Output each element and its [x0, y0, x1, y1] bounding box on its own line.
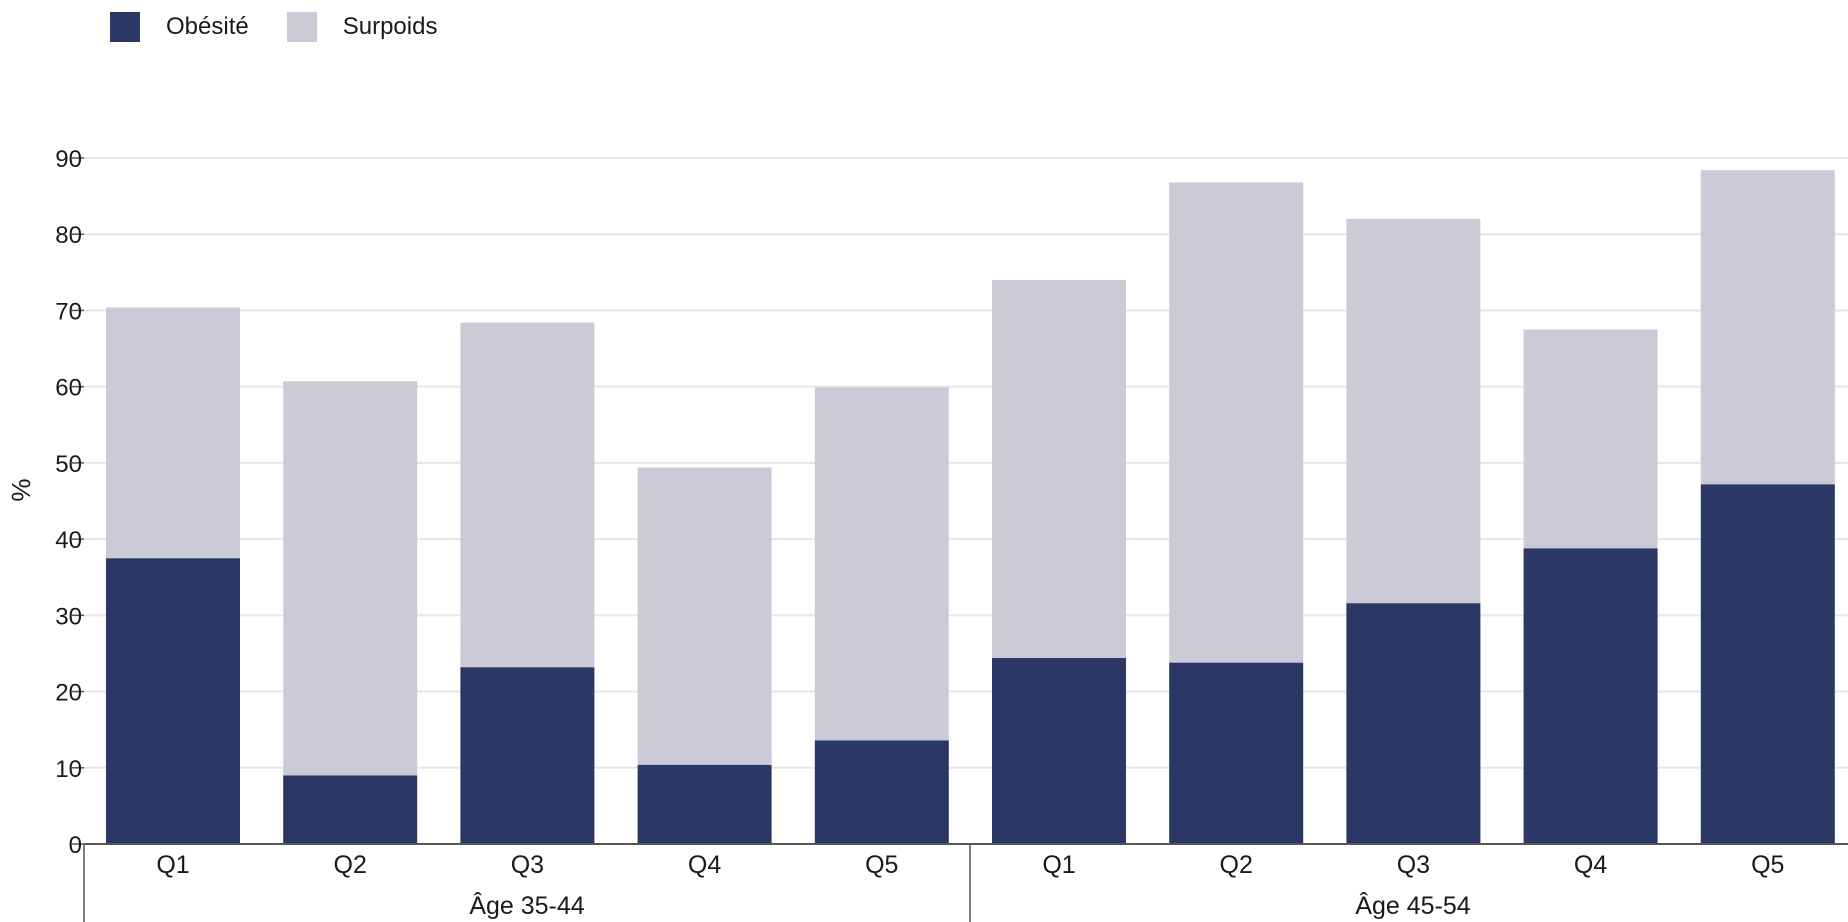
y-tick-label: 70	[55, 298, 82, 325]
bar-surpoids[interactable]	[1700, 170, 1835, 485]
x-tick-label: Q4	[1574, 851, 1607, 879]
bar-obesite[interactable]	[992, 658, 1126, 844]
x-group-label: Âge 35-44	[469, 891, 584, 920]
bar-surpoids[interactable]	[814, 387, 949, 741]
y-tick-label: 10	[55, 756, 82, 783]
x-axis: Q1 Q2 Q3 Q4 Q5 Âge 35-44 Q1 Q2 Q3 Q4 Q5 Âge 45-54	[83, 843, 1848, 922]
y-tick-label: 20	[55, 680, 82, 707]
x-tick-label: Q5	[1751, 851, 1784, 879]
bar-obesite[interactable]	[1169, 662, 1304, 844]
legend-item-surpoids[interactable]: Surpoids	[286, 12, 438, 42]
y-tick-label: 50	[55, 451, 82, 478]
x-group-label: Âge 45-54	[1355, 891, 1470, 920]
y-tick-label: 0	[69, 832, 82, 859]
legend-item-obesite[interactable]: Obésité	[110, 12, 249, 42]
legend-swatch-obesite	[110, 12, 140, 42]
bar-surpoids[interactable]	[1523, 329, 1658, 549]
x-tick-label: Q2	[1220, 851, 1253, 879]
y-tick-label: 40	[55, 527, 82, 554]
bar-surpoids[interactable]	[1169, 182, 1304, 663]
bar-surpoids[interactable]	[992, 279, 1126, 659]
bar-obesite[interactable]	[637, 764, 772, 844]
y-tick-label: 30	[55, 603, 82, 630]
bar-obesite[interactable]	[1700, 484, 1835, 844]
y-tick-label: 60	[55, 375, 82, 402]
bars	[106, 170, 1835, 844]
y-axis-label: %	[6, 478, 36, 501]
chart-legend: Obésité Surpoids	[110, 12, 475, 42]
x-tick-label: Q3	[511, 851, 544, 879]
bar-obesite[interactable]	[814, 740, 949, 844]
x-tick-label: Q1	[156, 851, 189, 879]
x-tick-label: Q3	[1397, 851, 1430, 879]
bar-obesite[interactable]	[1523, 548, 1658, 844]
bar-surpoids[interactable]	[283, 381, 418, 776]
bar-surpoids[interactable]	[106, 307, 240, 559]
bar-obesite[interactable]	[460, 667, 595, 844]
bar-obesite[interactable]	[283, 775, 418, 844]
bar-surpoids[interactable]	[1346, 218, 1481, 604]
bar-obesite[interactable]	[106, 558, 240, 844]
y-tick-label: 90	[55, 146, 82, 173]
x-tick-label: Q1	[1042, 851, 1075, 879]
x-tick-label: Q5	[865, 851, 898, 879]
bar-obesite[interactable]	[1346, 603, 1481, 844]
x-tick-label: Q4	[688, 851, 721, 879]
bar-surpoids[interactable]	[637, 467, 772, 765]
y-axis-ticks: 0 10 20 30 40 50 60 70 80 90	[55, 146, 84, 859]
legend-swatch-surpoids	[286, 12, 317, 42]
y-tick-label: 80	[55, 222, 82, 249]
legend-label-surpoids: Surpoids	[342, 13, 438, 40]
bar-surpoids[interactable]	[460, 322, 595, 668]
legend-label-obesite: Obésité	[166, 13, 249, 40]
x-tick-label: Q2	[334, 851, 367, 879]
